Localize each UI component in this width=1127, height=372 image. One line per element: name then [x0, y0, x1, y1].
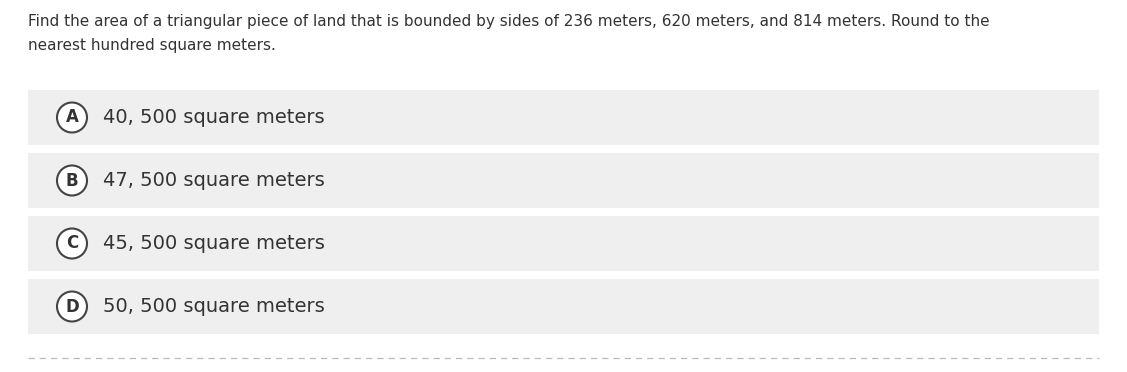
Text: 40, 500 square meters: 40, 500 square meters	[103, 108, 325, 127]
FancyBboxPatch shape	[28, 216, 1099, 271]
FancyBboxPatch shape	[28, 153, 1099, 208]
Circle shape	[57, 228, 87, 259]
Text: Find the area of a triangular piece of land that is bounded by sides of 236 mete: Find the area of a triangular piece of l…	[28, 14, 990, 29]
Text: A: A	[65, 109, 79, 126]
Circle shape	[57, 166, 87, 196]
FancyBboxPatch shape	[28, 279, 1099, 334]
Text: nearest hundred square meters.: nearest hundred square meters.	[28, 38, 276, 53]
Text: 45, 500 square meters: 45, 500 square meters	[103, 234, 325, 253]
Text: 50, 500 square meters: 50, 500 square meters	[103, 297, 325, 316]
Text: D: D	[65, 298, 79, 315]
Text: 47, 500 square meters: 47, 500 square meters	[103, 171, 325, 190]
Circle shape	[57, 103, 87, 132]
Circle shape	[57, 292, 87, 321]
Text: B: B	[65, 171, 78, 189]
Text: C: C	[65, 234, 78, 253]
FancyBboxPatch shape	[28, 90, 1099, 145]
